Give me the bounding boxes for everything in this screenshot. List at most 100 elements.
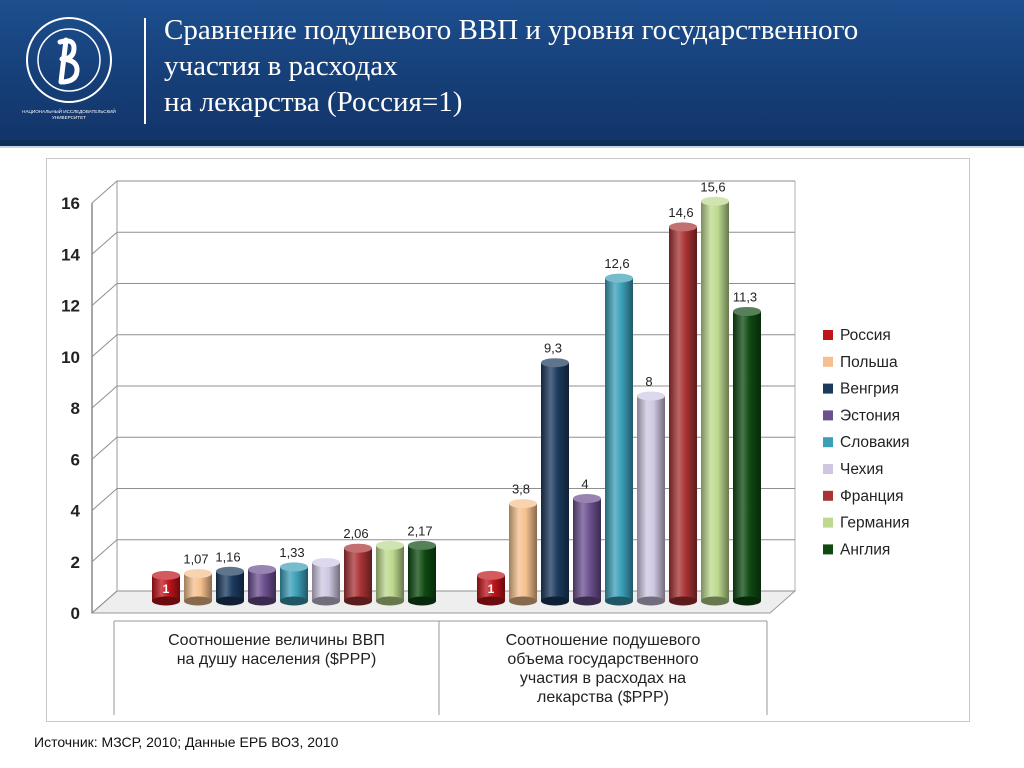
legend-swatch [823,410,833,421]
data-label: 4 [581,477,588,492]
bar-base [216,596,244,606]
gridline [91,334,795,358]
gridline [91,231,795,255]
slide-header: НАЦИОНАЛЬНЫЙ ИССЛЕДОВАТЕЛЬСКИЙ УНИВЕРСИТ… [0,0,1024,140]
legend-swatch [823,330,833,340]
y-tick-label: 0 [71,604,80,623]
data-label: 9,3 [544,341,562,356]
header-divider [144,18,146,124]
legend-swatch [823,544,833,555]
bar-top [573,494,601,503]
bar [605,278,633,601]
category-label: Соотношение величины ВВП [168,632,385,649]
legend-label: Чехия [840,461,883,478]
title-line-1: Сравнение подушевого ВВП и уровня госуда… [164,14,859,46]
bar [248,569,276,601]
category-label: Соотношение подушевого [506,632,701,649]
bar-top [637,391,665,401]
data-label: 1,33 [279,545,304,560]
logo-caption-2: УНИВЕРСИТЕТ [52,115,86,120]
bar-base [408,596,436,606]
y-tick-label: 10 [61,348,80,367]
data-label: 1 [163,582,170,596]
y-tick-label: 2 [71,553,80,572]
bar [184,573,212,601]
legend-swatch [823,490,833,501]
university-logo-icon: НАЦИОНАЛЬНЫЙ ИССЛЕДОВАТЕЛЬСКИЙ УНИВЕРСИТ… [22,17,116,120]
bar [733,311,761,601]
bar-top [376,540,404,550]
bar-top [605,273,633,283]
legend-swatch [823,383,833,394]
slide-title: Сравнение подушевого ВВП и уровня госуда… [164,12,1004,120]
y-tick-label: 8 [71,399,80,418]
bar [408,545,436,601]
legend-label: Германия [840,515,910,532]
data-label: 15,6 [700,179,725,194]
data-label: 1,16 [215,549,240,564]
bar-base [152,596,180,606]
bar-base [376,596,404,606]
bar-top [669,222,697,232]
data-label: 3,8 [512,482,530,497]
header-stripe [0,140,1024,146]
bar-top [701,196,729,206]
bar-base [573,596,601,606]
category-label: на душу населения ($PPP) [177,651,377,668]
legend-swatch [823,464,833,474]
bar-top [216,566,244,576]
data-label: 2,06 [343,526,368,541]
data-label: 14,6 [668,205,693,220]
category-label: объема государственного [507,651,698,668]
legend-label: Франция [840,488,904,505]
y-tick-label: 16 [61,194,80,213]
bar [637,396,665,601]
logo-caption-1: НАЦИОНАЛЬНЫЙ ИССЛЕДОВАТЕЛЬСКИЙ [22,107,116,114]
header-rule [0,146,1024,148]
bar-base [248,596,276,606]
legend-swatch [823,356,833,367]
bar-base [509,596,537,606]
bar-base [605,596,633,606]
bar [541,362,569,601]
bar-base [184,596,212,606]
bar-base [637,596,665,606]
bar-base [701,596,729,606]
gridline [91,180,795,204]
bar-top [477,570,505,580]
data-label: 12,6 [604,256,629,271]
data-label: 2,17 [407,523,432,538]
legend-label: Польша [840,354,898,371]
legend-label: Россия [840,327,891,344]
bar-chart: 0 2 4 6 8 10 12 14 16 1 1,07 1,16 1,33 2,06 2,17 1 3,8 9,… [61,179,910,715]
data-label: 11,3 [733,289,757,304]
bar-top [541,358,569,368]
data-label: 1,07 [183,552,208,567]
data-label: 1 [488,582,495,596]
bar [701,201,729,601]
source-note: Источник: МЗСР, 2010; Данные ЕРБ ВОЗ, 20… [34,734,339,750]
bar-base [669,596,697,606]
bar-base [344,596,372,606]
legend-swatch [823,517,833,528]
bar [280,566,308,601]
legend-label: Венгрия [840,381,899,398]
bar-top [733,306,761,316]
bar-base [541,596,569,606]
bar [509,503,537,601]
bar-top [248,564,276,574]
bar-top [344,543,372,553]
y-tick-label: 12 [61,297,80,316]
bar-top [152,570,180,580]
y-tick-label: 6 [71,450,80,469]
bar-base [477,596,505,606]
bar [344,548,372,601]
gridline [91,283,795,306]
bar [216,571,244,601]
legend-label: Словакия [840,434,910,451]
bar [376,545,404,601]
title-line-2: участия в расходах [164,50,398,82]
legend-swatch [823,437,833,448]
bar-top [312,558,340,568]
bar [573,498,601,601]
